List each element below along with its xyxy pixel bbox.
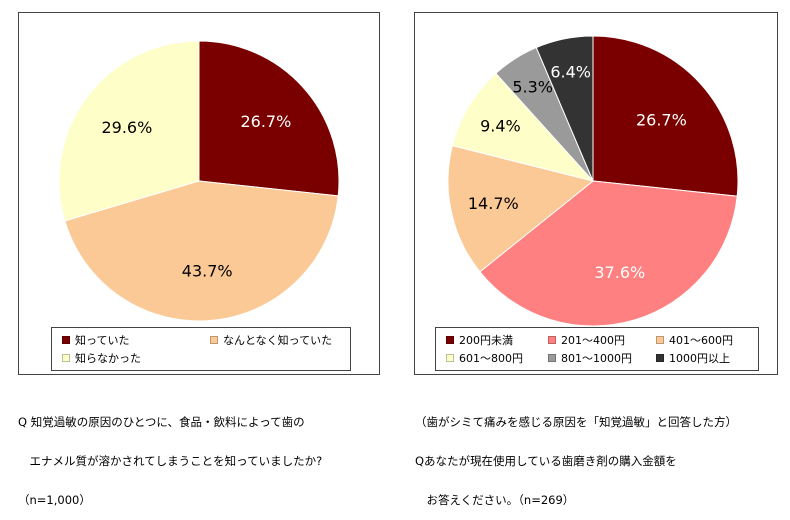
left-question-caption: Q 知覚過敏の原因のひとつに、食品・飲料によって歯の エナメル質が溶かされてしま… (18, 390, 322, 520)
right-slice-0 (592, 35, 739, 197)
left-slice-0 (198, 40, 340, 197)
left-legend-label-2: 知らなかった (75, 352, 141, 365)
right-slice-label-4: 5.3% (512, 78, 553, 97)
right-legend-swatch-4 (548, 354, 556, 362)
right-legend-label-5: 1000円以上 (669, 352, 730, 365)
right-slice-2 (447, 145, 595, 273)
right-legend-item-2: 401～600円 (656, 335, 733, 347)
right-slice-3 (451, 72, 595, 182)
right-legend-swatch-5 (656, 354, 664, 362)
left-slice-label-2: 29.6% (101, 118, 152, 137)
right-legend-item-3: 601～800円 (446, 353, 523, 365)
right-slice-label-3: 9.4% (480, 116, 521, 135)
left-legend-swatch-0 (62, 336, 70, 344)
left-question-line-2: エナメル質が溶かされてしまうことを知っていましたか? (18, 454, 323, 468)
right-legend-item-1: 201～400円 (548, 335, 625, 347)
right-question-line-3: お答えください。（n=269） (415, 493, 575, 507)
right-legend-swatch-3 (446, 354, 454, 362)
right-legend-label-0: 200円未満 (459, 334, 513, 347)
right-pie-chart: 26.7% 37.6% 14.7% 9.4% 5.3%6.4% (447, 35, 739, 327)
right-legend-swatch-0 (446, 336, 454, 344)
right-chart-panel: 26.7% 37.6% 14.7% 9.4% 5.3% 6.4% 200円未満 201～40… (414, 12, 778, 375)
right-legend-swatch-2 (656, 336, 664, 344)
right-legend-item-0: 200円未満 (446, 335, 513, 347)
right-legend-label-2: 401～600円 (669, 334, 733, 347)
right-legend-label-1: 201～400円 (561, 334, 625, 347)
right-slice-1 (479, 180, 738, 327)
right-legend-item-5: 1000円以上 (656, 353, 730, 365)
left-chart-panel: 26.7% 43.7% 29.6% 知っていた なんとなく知っていた知らなかった (18, 12, 380, 375)
left-pie-chart: 26.7% 43.7% 29.6% (58, 40, 340, 322)
left-legend-swatch-2 (62, 354, 70, 362)
right-legend-label-3: 601～800円 (459, 352, 523, 365)
left-question-line-1: Q 知覚過敏の原因のひとつに、食品・飲料によって歯の (18, 415, 305, 429)
right-question-line-1: （歯がシミて痛みを感じる原因を「知覚過敏」と回答した方） (415, 415, 737, 429)
right-legend-label-4: 801～1000円 (561, 352, 632, 365)
left-slice-label-1: 43.7% (182, 262, 233, 281)
left-slice-1 (64, 180, 339, 322)
right-slice-5 (535, 35, 594, 182)
left-legend-label-0: 知っていた (75, 334, 130, 347)
right-slice-label-1: 37.6% (594, 263, 645, 282)
left-legend-item-1: なんとなく知っていた (210, 335, 332, 347)
left-legend: 知っていた なんとなく知っていた知らなかった (51, 327, 351, 371)
left-slice-label-0: 26.7% (240, 112, 291, 131)
right-question-caption: （歯がシミて痛みを感じる原因を「知覚過敏」と回答した方） Qあなたが現在使用して… (415, 390, 737, 520)
left-legend-label-1: なんとなく知っていた (223, 334, 333, 347)
right-slice-label-0: 26.7% (636, 111, 687, 130)
left-legend-swatch-1 (210, 336, 218, 344)
left-slice-2 (58, 40, 200, 222)
right-slice-label-2: 14.7% (468, 194, 519, 213)
right-slice-label-5: 6.4% (550, 62, 591, 81)
left-legend-item-2: 知らなかった (62, 353, 141, 365)
left-legend-item-0: 知っていた (62, 335, 129, 347)
right-legend: 200円未満 201～400円 401～600円 601～800円 801～1000円 1… (435, 327, 759, 371)
right-question-line-2: Qあなたが現在使用している歯磨き剤の購入金額を (415, 454, 677, 468)
left-sample-size: （n=1,000） (18, 493, 91, 507)
right-legend-item-4: 801～1000円 (548, 353, 632, 365)
right-legend-swatch-1 (548, 336, 556, 344)
